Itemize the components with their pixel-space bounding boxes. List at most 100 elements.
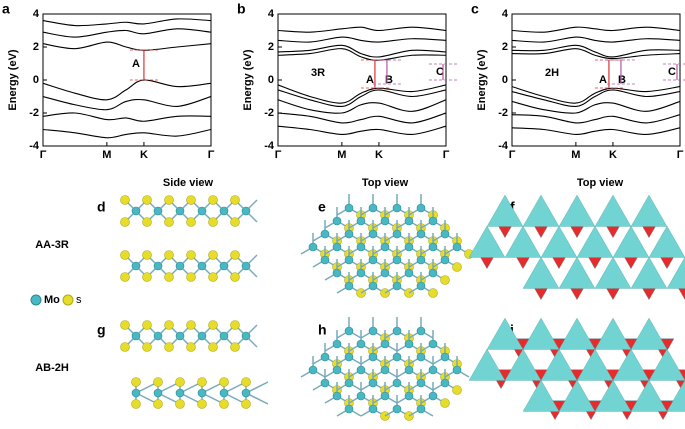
- s-atom: [131, 377, 141, 387]
- polyhedron: [576, 225, 614, 258]
- mo-atom: [452, 242, 462, 252]
- mo-atom: [428, 268, 438, 278]
- band: [278, 112, 446, 124]
- mo-atom: [344, 281, 354, 291]
- s-atom: [230, 272, 240, 282]
- y-tick-label: 4: [268, 8, 275, 20]
- polyhedron: [630, 194, 668, 227]
- s-atom: [153, 377, 163, 387]
- annotation: 2H: [545, 67, 559, 79]
- s-atom: [230, 320, 240, 330]
- mo-atom: [219, 388, 229, 398]
- polyhedron: [612, 225, 650, 258]
- s-atom: [164, 217, 174, 227]
- mo-atom: [380, 216, 390, 226]
- polyhedron: [594, 379, 632, 412]
- polyhedron: [558, 379, 596, 412]
- mo-atom: [175, 206, 185, 216]
- mo-atom: [416, 255, 426, 265]
- polyhedron: [468, 348, 506, 381]
- plot: [43, 18, 211, 139]
- mo-atom: [344, 229, 354, 239]
- mo-atom: [320, 352, 330, 362]
- band: [512, 114, 680, 124]
- panel-letter: g: [97, 322, 106, 338]
- band: [512, 48, 680, 60]
- s-atom: [153, 399, 163, 409]
- y-tick-label: 2: [502, 41, 508, 53]
- band: [278, 44, 446, 58]
- panel-letter: b: [237, 1, 246, 17]
- polyhedron: [594, 194, 632, 227]
- polyhedron: [522, 194, 560, 227]
- mo-atom: [175, 331, 185, 341]
- s-atom: [230, 195, 240, 205]
- y-tick-label: 0: [502, 74, 508, 86]
- band: [278, 89, 446, 107]
- mo-atom: [428, 216, 438, 226]
- polyhedron: [522, 317, 560, 350]
- s-atom: [208, 195, 218, 205]
- polyhedron: [558, 256, 596, 289]
- row-label: AA-3R: [35, 239, 69, 251]
- x-tick-label: K: [140, 149, 148, 161]
- band: [512, 44, 680, 58]
- s-atom: [241, 399, 251, 409]
- y-axis-label: Energy (eV): [242, 49, 254, 110]
- y-tick-label: -4: [498, 140, 509, 152]
- mo-atom: [380, 391, 390, 401]
- s-atom: [230, 217, 240, 227]
- s-atom: [142, 272, 152, 282]
- mo-atom: [332, 365, 342, 375]
- s-atom: [186, 217, 196, 227]
- band: [43, 28, 211, 38]
- polyhedron: [630, 317, 668, 350]
- polyhedron: [648, 348, 685, 381]
- band: [43, 95, 211, 111]
- mo-atom: [440, 255, 450, 265]
- mo-atom: [131, 331, 141, 341]
- axes-frame: [42, 13, 212, 147]
- mo-atom: [131, 206, 141, 216]
- s-atom: [120, 272, 130, 282]
- band: [278, 125, 446, 136]
- s-atom: [142, 217, 152, 227]
- panel-letter: e: [318, 199, 326, 215]
- polyhedron: [666, 256, 685, 289]
- mo-atom: [344, 352, 354, 362]
- mo-atom: [356, 242, 366, 252]
- x-tick-label: Γ: [275, 149, 282, 161]
- band: [512, 100, 680, 114]
- s-atom: [120, 217, 130, 227]
- mo-atom: [153, 206, 163, 216]
- s-atom: [120, 320, 130, 330]
- mo-atom: [428, 242, 438, 252]
- mo-atom: [332, 339, 342, 349]
- mo-atom: [332, 216, 342, 226]
- s-atom: [452, 385, 462, 395]
- y-axis-label: Energy (eV): [7, 49, 19, 110]
- s-atom: [440, 398, 450, 408]
- band: [512, 127, 680, 136]
- column-title: Top view: [577, 177, 624, 189]
- band: [43, 41, 211, 51]
- s-atom: [186, 342, 196, 352]
- mo-atom: [428, 365, 438, 375]
- s-atom: [197, 377, 207, 387]
- x-tick-label: Γ: [677, 149, 684, 161]
- mo-atom: [344, 378, 354, 388]
- mo-atom: [356, 365, 366, 375]
- mo-atom: [392, 352, 402, 362]
- plot: [512, 26, 680, 136]
- polyhedron: [648, 225, 685, 258]
- mo-atom: [332, 242, 342, 252]
- y-tick-label: -2: [264, 107, 274, 119]
- s-atom: [197, 399, 207, 409]
- y-axis-label: Energy (eV): [476, 49, 488, 110]
- mo-atom: [404, 268, 414, 278]
- mo-atom: [404, 242, 414, 252]
- mo-atom: [380, 242, 390, 252]
- s-atom: [142, 250, 152, 260]
- mo-atom: [344, 203, 354, 213]
- axes-frame: [511, 13, 681, 147]
